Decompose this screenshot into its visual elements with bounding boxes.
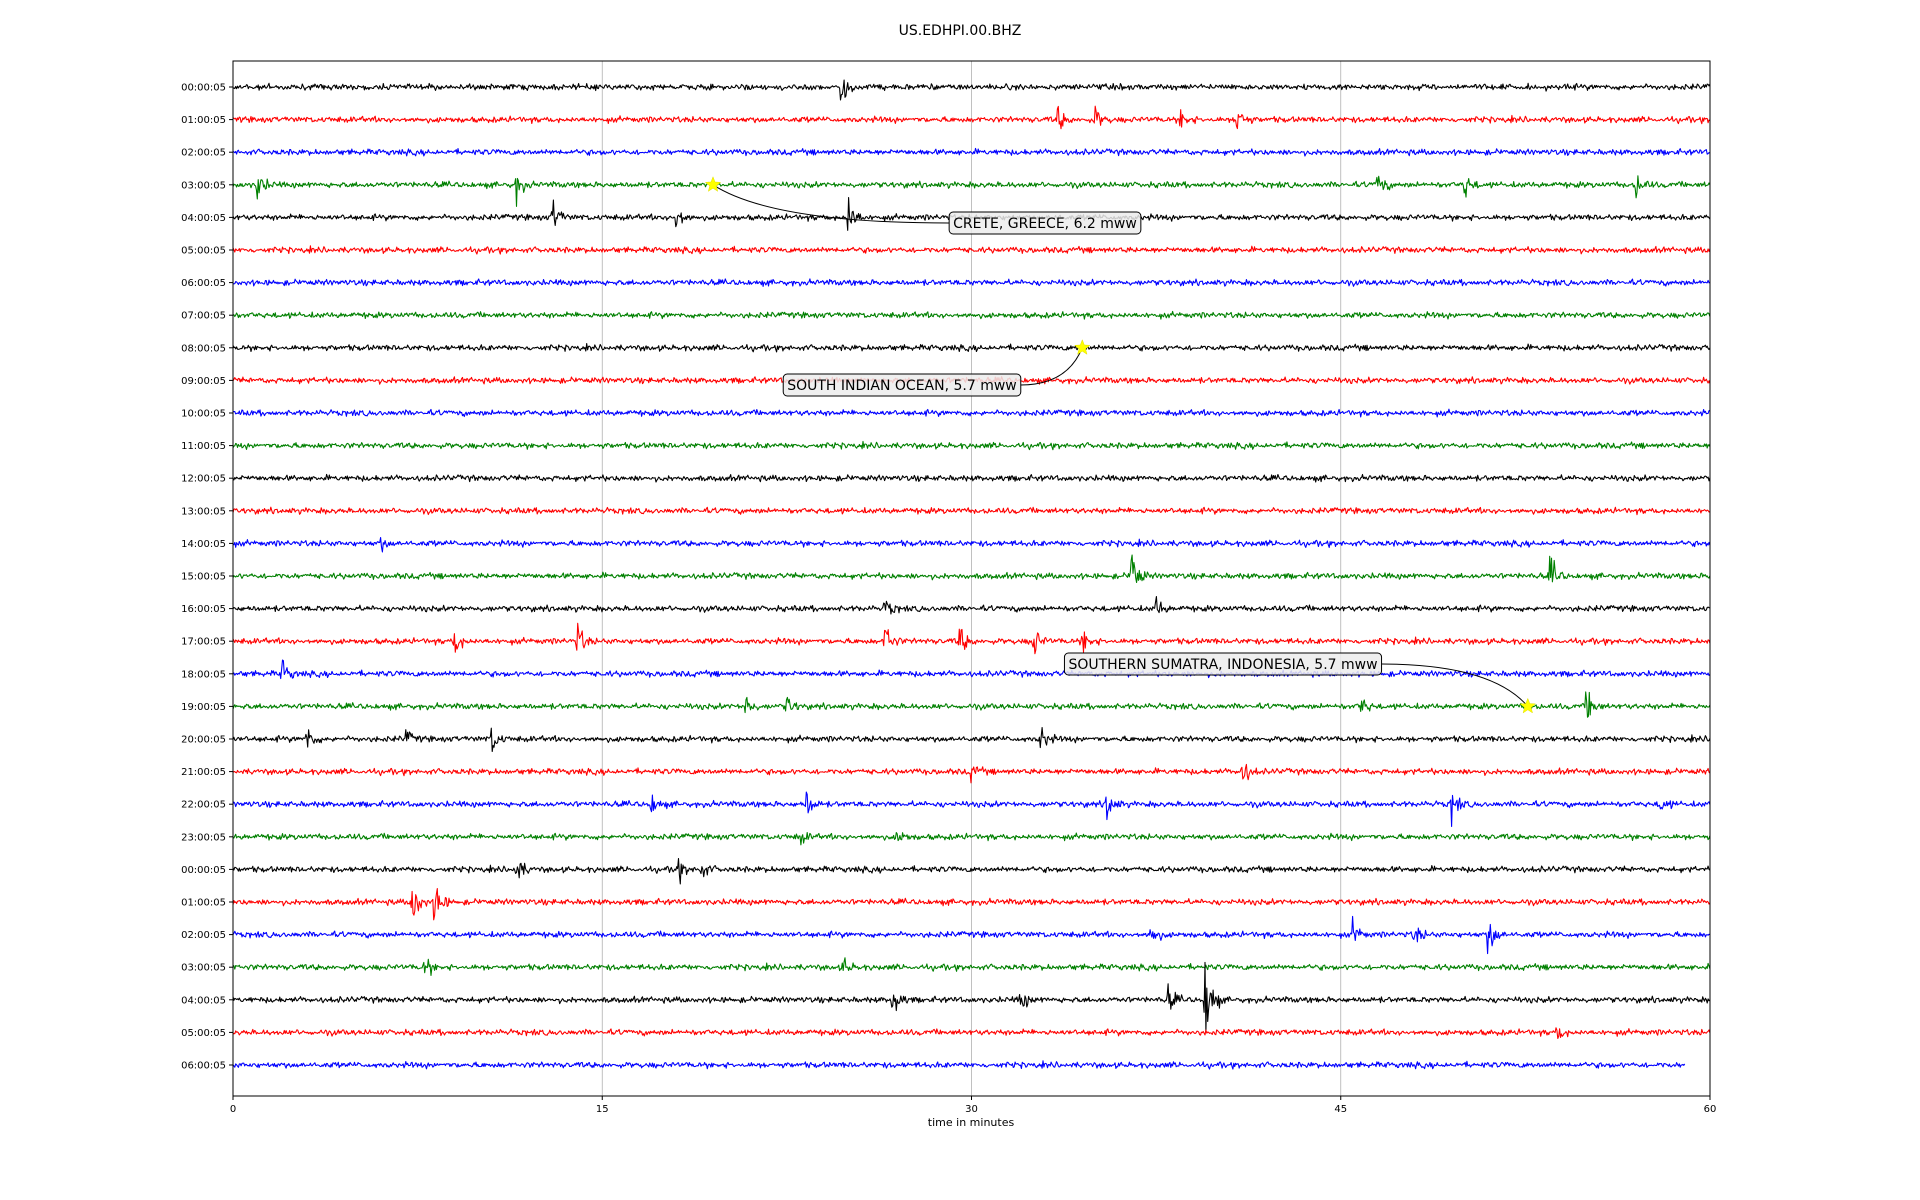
y-tick-label: 18:00:05 [181,669,226,680]
event-annotation: SOUTHERN SUMATRA, INDONESIA, 5.7 mww [1063,652,1537,714]
y-tick-label: 12:00:05 [181,474,226,485]
y-tick-label: 23:00:05 [181,832,226,843]
trace-row-26 [232,915,1711,955]
event-star-icon [1074,339,1091,355]
trace-row-27 [232,957,1711,976]
trace-row-3 [232,175,1711,207]
y-tick-label: 01:00:05 [181,115,226,126]
y-tick-label: 00:00:05 [181,865,226,876]
trace-row-17 [232,622,1711,655]
event-star-icon [704,176,722,192]
event-annotations: CRETE, GREECE, 6.2 mww SOUTH INDIAN OCEAN… [704,176,1537,714]
y-tick-label: 13:00:05 [181,506,226,517]
trace-row-15 [232,554,1711,584]
trace-row-6 [232,278,1711,287]
y-tick-label: 04:00:05 [181,995,226,1006]
x-tick-label: 30 [965,1104,978,1115]
y-tick-label: 14:00:05 [181,539,226,550]
y-tick-label: 06:00:05 [181,1061,226,1072]
x-axis-label: time in minutes [928,1116,1015,1129]
event-label-box [948,211,1142,235]
trace-row-28 [232,961,1711,1033]
y-tick-label: 21:00:05 [181,767,226,778]
event-connector [712,184,950,224]
y-tick-label: 05:00:05 [181,1028,226,1039]
y-tick-label: 19:00:05 [181,702,226,713]
event-label: SOUTH INDIAN OCEAN, 5.7 mww [787,378,1017,394]
y-tick-label: 01:00:05 [181,898,226,909]
x-tick-label: 60 [1704,1104,1717,1115]
x-tick-label: 15 [596,1104,609,1115]
y-tick-label: 02:00:05 [181,148,226,159]
chart-title: US.EDHPI.00.BHZ [899,23,1022,39]
trace-row-19 [232,691,1711,718]
event-star-icon [1519,697,1537,714]
trace-row-20 [232,727,1711,753]
y-tick-label: 02:00:05 [181,930,226,941]
y-tick-label: 09:00:05 [181,376,226,387]
event-label: CRETE, GREECE, 6.2 mww [953,216,1137,232]
trace-row-0 [232,79,1711,101]
event-connector [1020,347,1083,386]
event-label-box [1063,652,1383,676]
trace-row-23 [232,831,1711,846]
y-tick-label: 03:00:05 [181,963,226,974]
trace-row-5 [232,245,1711,255]
trace-row-30 [232,1060,1686,1070]
trace-row-2 [232,147,1711,157]
y-tick-label: 00:00:05 [181,83,226,94]
trace-row-12 [232,473,1711,483]
trace-row-1 [232,105,1711,130]
y-tick-label: 03:00:05 [181,180,226,191]
y-tick-label: 17:00:05 [181,637,226,648]
trace-row-18 [232,659,1711,680]
x-tick-labels: 0 15 30 45 60 [230,1096,1717,1115]
x-tick-label: 45 [1334,1104,1347,1115]
trace-row-25 [232,888,1711,921]
trace-row-16 [232,596,1711,615]
y-tick-label: 20:00:05 [181,735,226,746]
trace-row-10 [232,408,1711,418]
trace-row-29 [232,1027,1711,1040]
trace-row-21 [232,763,1711,784]
y-tick-label: 05:00:05 [181,246,226,257]
y-tick-labels: 00:00:05 01:00:05 02:00:05 03:00:05 04:00:05… [181,83,233,1072]
event-label-box [782,373,1022,397]
y-tick-label: 15:00:05 [181,572,226,583]
trace-row-8 [232,343,1711,353]
y-tick-label: 06:00:05 [181,278,226,289]
y-tick-label: 07:00:05 [181,311,226,322]
trace-row-11 [232,440,1711,451]
event-connector [1381,663,1529,707]
event-annotation: SOUTH INDIAN OCEAN, 5.7 mww [782,339,1091,397]
trace-row-13 [232,506,1711,516]
x-tick-label: 0 [230,1104,236,1115]
event-label: SOUTHERN SUMATRA, INDONESIA, 5.7 mww [1068,657,1377,673]
y-tick-label: 04:00:05 [181,213,226,224]
y-tick-label: 16:00:05 [181,604,226,615]
trace-row-22 [232,791,1711,828]
trace-row-24 [232,857,1711,885]
trace-row-7 [232,310,1711,320]
event-annotation: CRETE, GREECE, 6.2 mww [704,176,1142,235]
y-tick-label: 08:00:05 [181,343,226,354]
y-tick-label: 11:00:05 [181,441,226,452]
trace-row-14 [232,537,1711,553]
y-tick-label: 10:00:05 [181,409,226,420]
y-tick-label: 22:00:05 [181,800,226,811]
